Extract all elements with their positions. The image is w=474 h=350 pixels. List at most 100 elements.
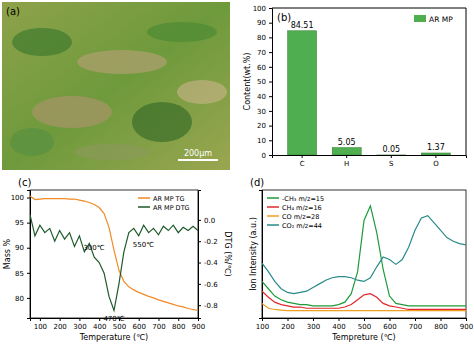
tick-label: 700 (152, 323, 165, 331)
axis-title: Ion Intensity (a.u.) (249, 217, 258, 291)
tick: -0.2 (198, 238, 218, 246)
tick-label: 500 (358, 323, 371, 331)
data-label: 1.37 (427, 143, 445, 152)
tick-label: 300 (307, 323, 320, 331)
tick: -0.6 (198, 281, 218, 289)
tick: 70 (257, 49, 272, 57)
tick: 300 (307, 318, 320, 331)
tick-mark (346, 155, 347, 158)
tick: C (300, 155, 305, 168)
tick: 500 (358, 318, 371, 331)
tick-mark (269, 67, 272, 68)
tick-label: 800 (172, 323, 185, 331)
legend-label: CO m/z=28 (282, 213, 319, 221)
axis: 0.0-0.2-0.4-0.6-0.8 (198, 191, 218, 319)
tick-label: 800 (434, 323, 447, 331)
tick-mark (198, 284, 201, 285)
tick-mark (313, 318, 314, 321)
tick: 800 (172, 318, 185, 331)
tick-mark (435, 155, 436, 158)
axis-line (199, 191, 202, 319)
axis-line (272, 8, 466, 9)
tick-mark (364, 318, 365, 321)
tick: 700 (152, 318, 165, 331)
texture (177, 80, 227, 104)
tick: 85 (15, 270, 30, 278)
bar (288, 31, 317, 155)
tick-label: 700 (409, 323, 422, 331)
line (30, 196, 198, 310)
tick-mark (269, 126, 272, 127)
line (262, 206, 466, 306)
bar (421, 153, 450, 155)
tick: 60 (257, 64, 272, 72)
tick: 0 (262, 152, 272, 160)
legend-line (267, 206, 279, 208)
tick-label: 400 (93, 323, 106, 331)
figure: 200μm(a)CHSO010203040506070809010084.515… (0, 0, 474, 350)
bar (332, 148, 361, 155)
tick: 300 (73, 318, 86, 331)
axis-line (466, 8, 467, 155)
tick-mark (302, 155, 303, 158)
scale-bar (178, 159, 218, 161)
image-background (2, 2, 230, 170)
axis-title: Temperature (℃) (79, 333, 148, 342)
axis (259, 191, 263, 319)
tick-label: 100 (34, 323, 47, 331)
tick-label: 80 (257, 34, 266, 42)
tick-mark (269, 111, 272, 112)
panel-title: (d) (250, 177, 264, 188)
line (30, 215, 198, 311)
tick-mark (391, 155, 392, 158)
tick-mark (40, 318, 41, 321)
tick: 0.0 (198, 217, 215, 225)
tick-mark (390, 318, 391, 321)
tick-label: -0.8 (204, 302, 218, 310)
tick-label: 80 (15, 295, 24, 303)
tick: 900 (460, 318, 473, 331)
panel-title: (c) (18, 177, 31, 188)
tick: 95 (15, 219, 30, 227)
axis: 100 200 300 400 500 600 700 800 900 (256, 318, 473, 331)
panel-title: (b) (277, 12, 291, 23)
texture (132, 102, 192, 142)
tick-mark (466, 318, 467, 321)
tick: 20 (257, 122, 272, 130)
annotation: 550℃ (133, 241, 154, 249)
lines (30, 196, 198, 311)
axis: CHSO (273, 155, 467, 168)
axis-line (27, 191, 31, 319)
tick-label: H (344, 160, 349, 168)
axis-title: Mass % (3, 238, 12, 269)
annotation: 300℃ (83, 244, 104, 252)
tick-mark (79, 318, 80, 321)
tick: 200 (53, 318, 66, 331)
tick-label: 70 (257, 49, 266, 57)
texture (74, 144, 150, 160)
tick-mark (339, 318, 340, 321)
tick: 100 (34, 318, 47, 331)
tick-mark (27, 198, 30, 199)
legend-label: -CH₃ m/z=15 (282, 195, 324, 203)
tick-label: 600 (383, 323, 396, 331)
tick: 200 (281, 318, 294, 331)
axis-line (263, 319, 467, 322)
tick: O (433, 155, 439, 168)
tick: 400 (332, 318, 345, 331)
tick-label: 100 (256, 323, 269, 331)
tick-label: 30 (257, 108, 266, 116)
tick-label: -0.2 (204, 238, 218, 246)
tick-mark (27, 273, 30, 274)
legend-line (267, 197, 279, 199)
tick: 80 (15, 295, 30, 303)
tick: H (344, 155, 349, 168)
texture (32, 96, 112, 128)
tick: 700 (409, 318, 422, 331)
tick-mark (269, 82, 272, 83)
tick: 90 (15, 244, 30, 252)
legend-swatch (414, 15, 426, 22)
axis: 80859095100 (11, 191, 31, 319)
tick: 30 (257, 108, 272, 116)
tick: 100 (256, 318, 269, 331)
